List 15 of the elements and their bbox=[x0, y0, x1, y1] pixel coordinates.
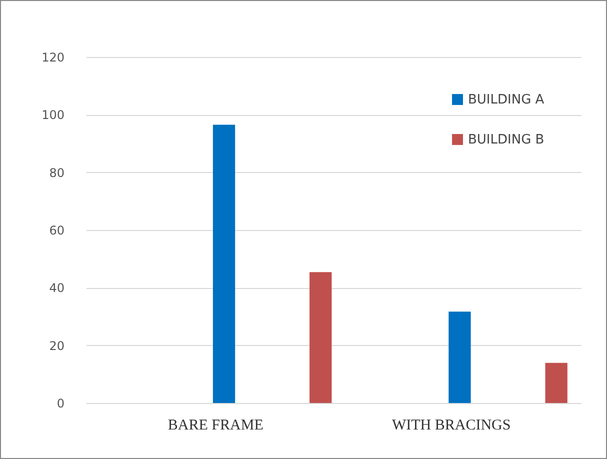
legend-label: BUILDING A bbox=[468, 92, 544, 108]
legend-label: BUILDING B bbox=[468, 132, 544, 148]
y-tick-label: 0 bbox=[56, 396, 64, 410]
y-tick-label: 80 bbox=[49, 166, 64, 180]
y-tick-label: 120 bbox=[42, 50, 64, 64]
bar bbox=[310, 272, 332, 403]
y-tick-label: 20 bbox=[49, 338, 64, 353]
y-tick-label: 100 bbox=[42, 108, 64, 122]
bar bbox=[212, 124, 236, 403]
bar bbox=[545, 362, 568, 403]
x-tick-label: BARE FRAME bbox=[168, 418, 264, 434]
bar bbox=[448, 312, 471, 403]
y-tick-label: 60 bbox=[49, 224, 64, 238]
y-tick-label: 40 bbox=[49, 281, 64, 296]
x-tick-label: WITH BRACINGS bbox=[392, 418, 511, 434]
